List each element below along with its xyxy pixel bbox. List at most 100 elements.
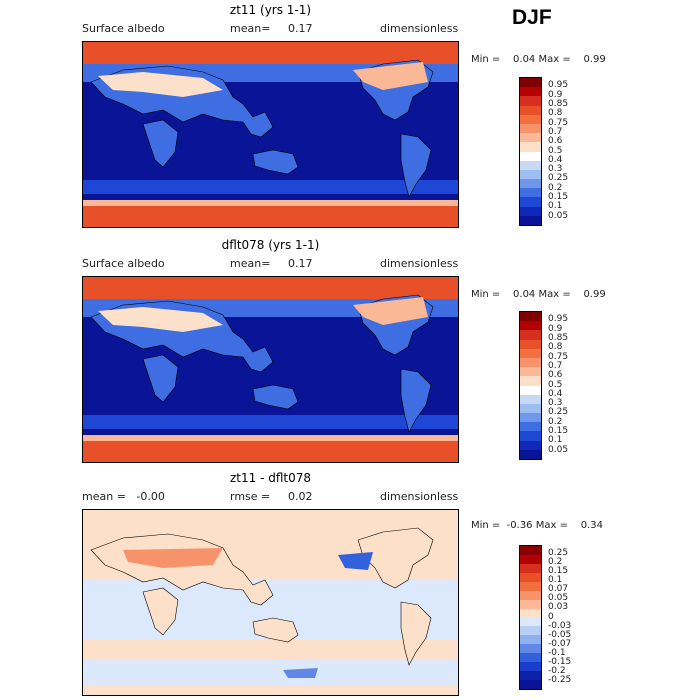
colorbar-swatch [520, 105, 541, 115]
colorbar-swatch [520, 197, 541, 207]
colorbar-tick-label: 0.15 [548, 192, 569, 203]
colorbar-tick-label: 0.2 [548, 182, 563, 193]
panel-3-mean-label: mean = -0.00 [82, 490, 165, 503]
colorbar-tick-label: 0.05 [548, 444, 569, 455]
colorbar-swatch [520, 671, 541, 681]
colorbar-tick-label: 0.8 [548, 108, 563, 119]
colorbar-tick-label: 0.2 [548, 416, 563, 427]
colorbar-swatch [520, 330, 541, 340]
colorbar-swatch [520, 599, 541, 609]
colorbar-swatch [520, 563, 541, 573]
panel-2-title: dflt078 (yrs 1-1) [221, 238, 320, 252]
panel-1-variable-label: Surface albedo [82, 22, 165, 35]
colorbar-swatch [520, 431, 541, 441]
panel-1-title: zt11 (yrs 1-1) [229, 3, 312, 17]
colorbar-tick-label: -0.2 [548, 665, 566, 676]
panel-2-units: dimensionless [380, 257, 459, 270]
colorbar-tick-label: 0.1 [548, 201, 563, 212]
colorbar-tick-label: -0.03 [548, 620, 572, 631]
colorbar-swatch [520, 635, 541, 645]
colorbar-swatch [520, 626, 541, 636]
colorbar-swatch [520, 680, 541, 689]
panel-3-max-value: 0.34 [580, 520, 603, 531]
colorbar-swatch [520, 403, 541, 414]
colorbar-swatch [520, 572, 541, 582]
panel-2-mean-label: mean= [230, 257, 271, 270]
colorbar-tick-label: 0.5 [548, 379, 563, 390]
panel-3-colorbar [519, 545, 542, 690]
colorbar-tick-label: -0.1 [548, 647, 566, 658]
colorbar-swatch [520, 142, 541, 152]
colorbar-tick-label: 0.3 [548, 164, 563, 175]
colorbar-swatch [520, 179, 541, 189]
colorbar-tick-label: 0.9 [548, 323, 563, 334]
panel-2-map [82, 276, 459, 463]
colorbar-tick-label: 0.3 [548, 398, 563, 409]
colorbar-swatch [520, 348, 541, 358]
panel-1-max-label: Max = [538, 54, 571, 65]
colorbar-tick-label: -0.25 [548, 674, 572, 685]
panel-3-min-label: Min = [471, 520, 501, 531]
colorbar-tick-label: 0.75 [548, 351, 569, 362]
panel-1-max-value: 0.99 [583, 54, 606, 65]
colorbar-tick-label: 0.15 [548, 566, 569, 577]
panel-2-variable-label: Surface albedo [82, 257, 165, 270]
panel-2-mean-value: 0.17 [288, 257, 313, 270]
colorbar-tick-label: 0.8 [548, 342, 563, 353]
colorbar-swatch [520, 422, 541, 432]
panel-1-colorbar [519, 77, 542, 226]
colorbar-swatch [520, 339, 541, 349]
panel-1-mean-value: 0.17 [288, 22, 313, 35]
colorbar-swatch [520, 78, 541, 88]
colorbar-swatch [520, 376, 541, 386]
panel-1-map [82, 41, 459, 228]
colorbar-tick-label: 0.1 [548, 435, 563, 446]
colorbar-tick-label: 0.6 [548, 370, 563, 381]
colorbar-tick-label: 0.6 [548, 136, 563, 147]
colorbar-tick-label: -0.05 [548, 629, 572, 640]
colorbar-swatch [520, 321, 541, 331]
colorbar-swatch [520, 357, 541, 368]
colorbar-swatch [520, 206, 541, 216]
colorbar-tick-label: 0.5 [548, 145, 563, 156]
colorbar-tick-label: 0.75 [548, 117, 569, 128]
colorbar-swatch [520, 546, 541, 555]
panel-3-title: zt11 - dflt078 [229, 471, 312, 485]
panel-2-max-value: 0.99 [583, 289, 606, 300]
panel-3-units: dimensionless [380, 490, 459, 503]
colorbar-swatch [520, 581, 541, 591]
panel-3-max-label: Max = [535, 520, 568, 531]
colorbar-tick-label: 0.4 [548, 388, 563, 399]
colorbar-tick-label: 0.7 [548, 360, 563, 371]
colorbar-tick-label: 0.03 [548, 602, 569, 613]
colorbar-tick-label: 0.95 [548, 314, 569, 325]
panel-1-min-value: 0.04 [513, 54, 536, 65]
panel-2-max-label: Max = [538, 289, 571, 300]
colorbar-swatch [520, 188, 541, 198]
colorbar-tick-label: 0.25 [548, 407, 569, 418]
colorbar-tick-label: 0.05 [548, 210, 569, 221]
panel-2-min-label: Min = [471, 289, 501, 300]
panel-3-map [82, 509, 459, 696]
colorbar-tick-label: 0.1 [548, 575, 563, 586]
colorbar-swatch [520, 653, 541, 663]
colorbar-tick-label: 0.05 [548, 593, 569, 604]
colorbar-swatch [520, 367, 541, 377]
colorbar-swatch [520, 133, 541, 143]
colorbar-swatch [520, 169, 541, 180]
colorbar-swatch [520, 617, 541, 627]
colorbar-swatch [520, 160, 541, 170]
colorbar-swatch [520, 449, 541, 459]
panel-2-colorbar [519, 311, 542, 460]
season-label: DJF [512, 6, 552, 29]
colorbar-tick-label: 0.7 [548, 126, 563, 137]
colorbar-swatch [520, 644, 541, 654]
colorbar-swatch [520, 608, 541, 618]
colorbar-swatch [520, 312, 541, 322]
panel-3-rmse-label: rmse = [230, 490, 271, 503]
colorbar-swatch [520, 96, 541, 106]
colorbar-tick-label: 0.2 [548, 557, 563, 568]
colorbar-swatch [520, 123, 541, 134]
colorbar-tick-label: 0.15 [548, 426, 569, 437]
panel-2-min-value: 0.04 [513, 289, 536, 300]
